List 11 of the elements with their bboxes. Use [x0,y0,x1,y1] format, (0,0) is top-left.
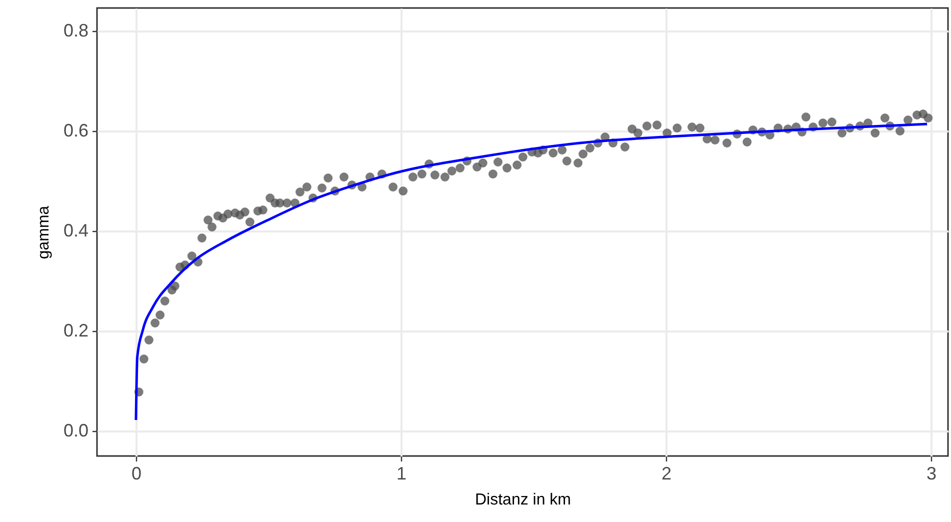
y-tick-label: 0.6 [63,120,88,140]
x-tick-label: 2 [662,464,672,484]
x-tick-label: 3 [926,464,937,484]
y-tick-label: 0.2 [63,320,88,340]
y-tick-label: 0.0 [63,420,88,440]
y-tick-label: 0.4 [63,220,88,240]
x-axis-title: Distanz in km [474,492,572,508]
y-axis-title: gamma [35,206,52,260]
x-tick-label: 0 [131,464,142,484]
x-tick-label: 1 [396,464,406,484]
y-tick-label: 0.8 [63,20,88,40]
